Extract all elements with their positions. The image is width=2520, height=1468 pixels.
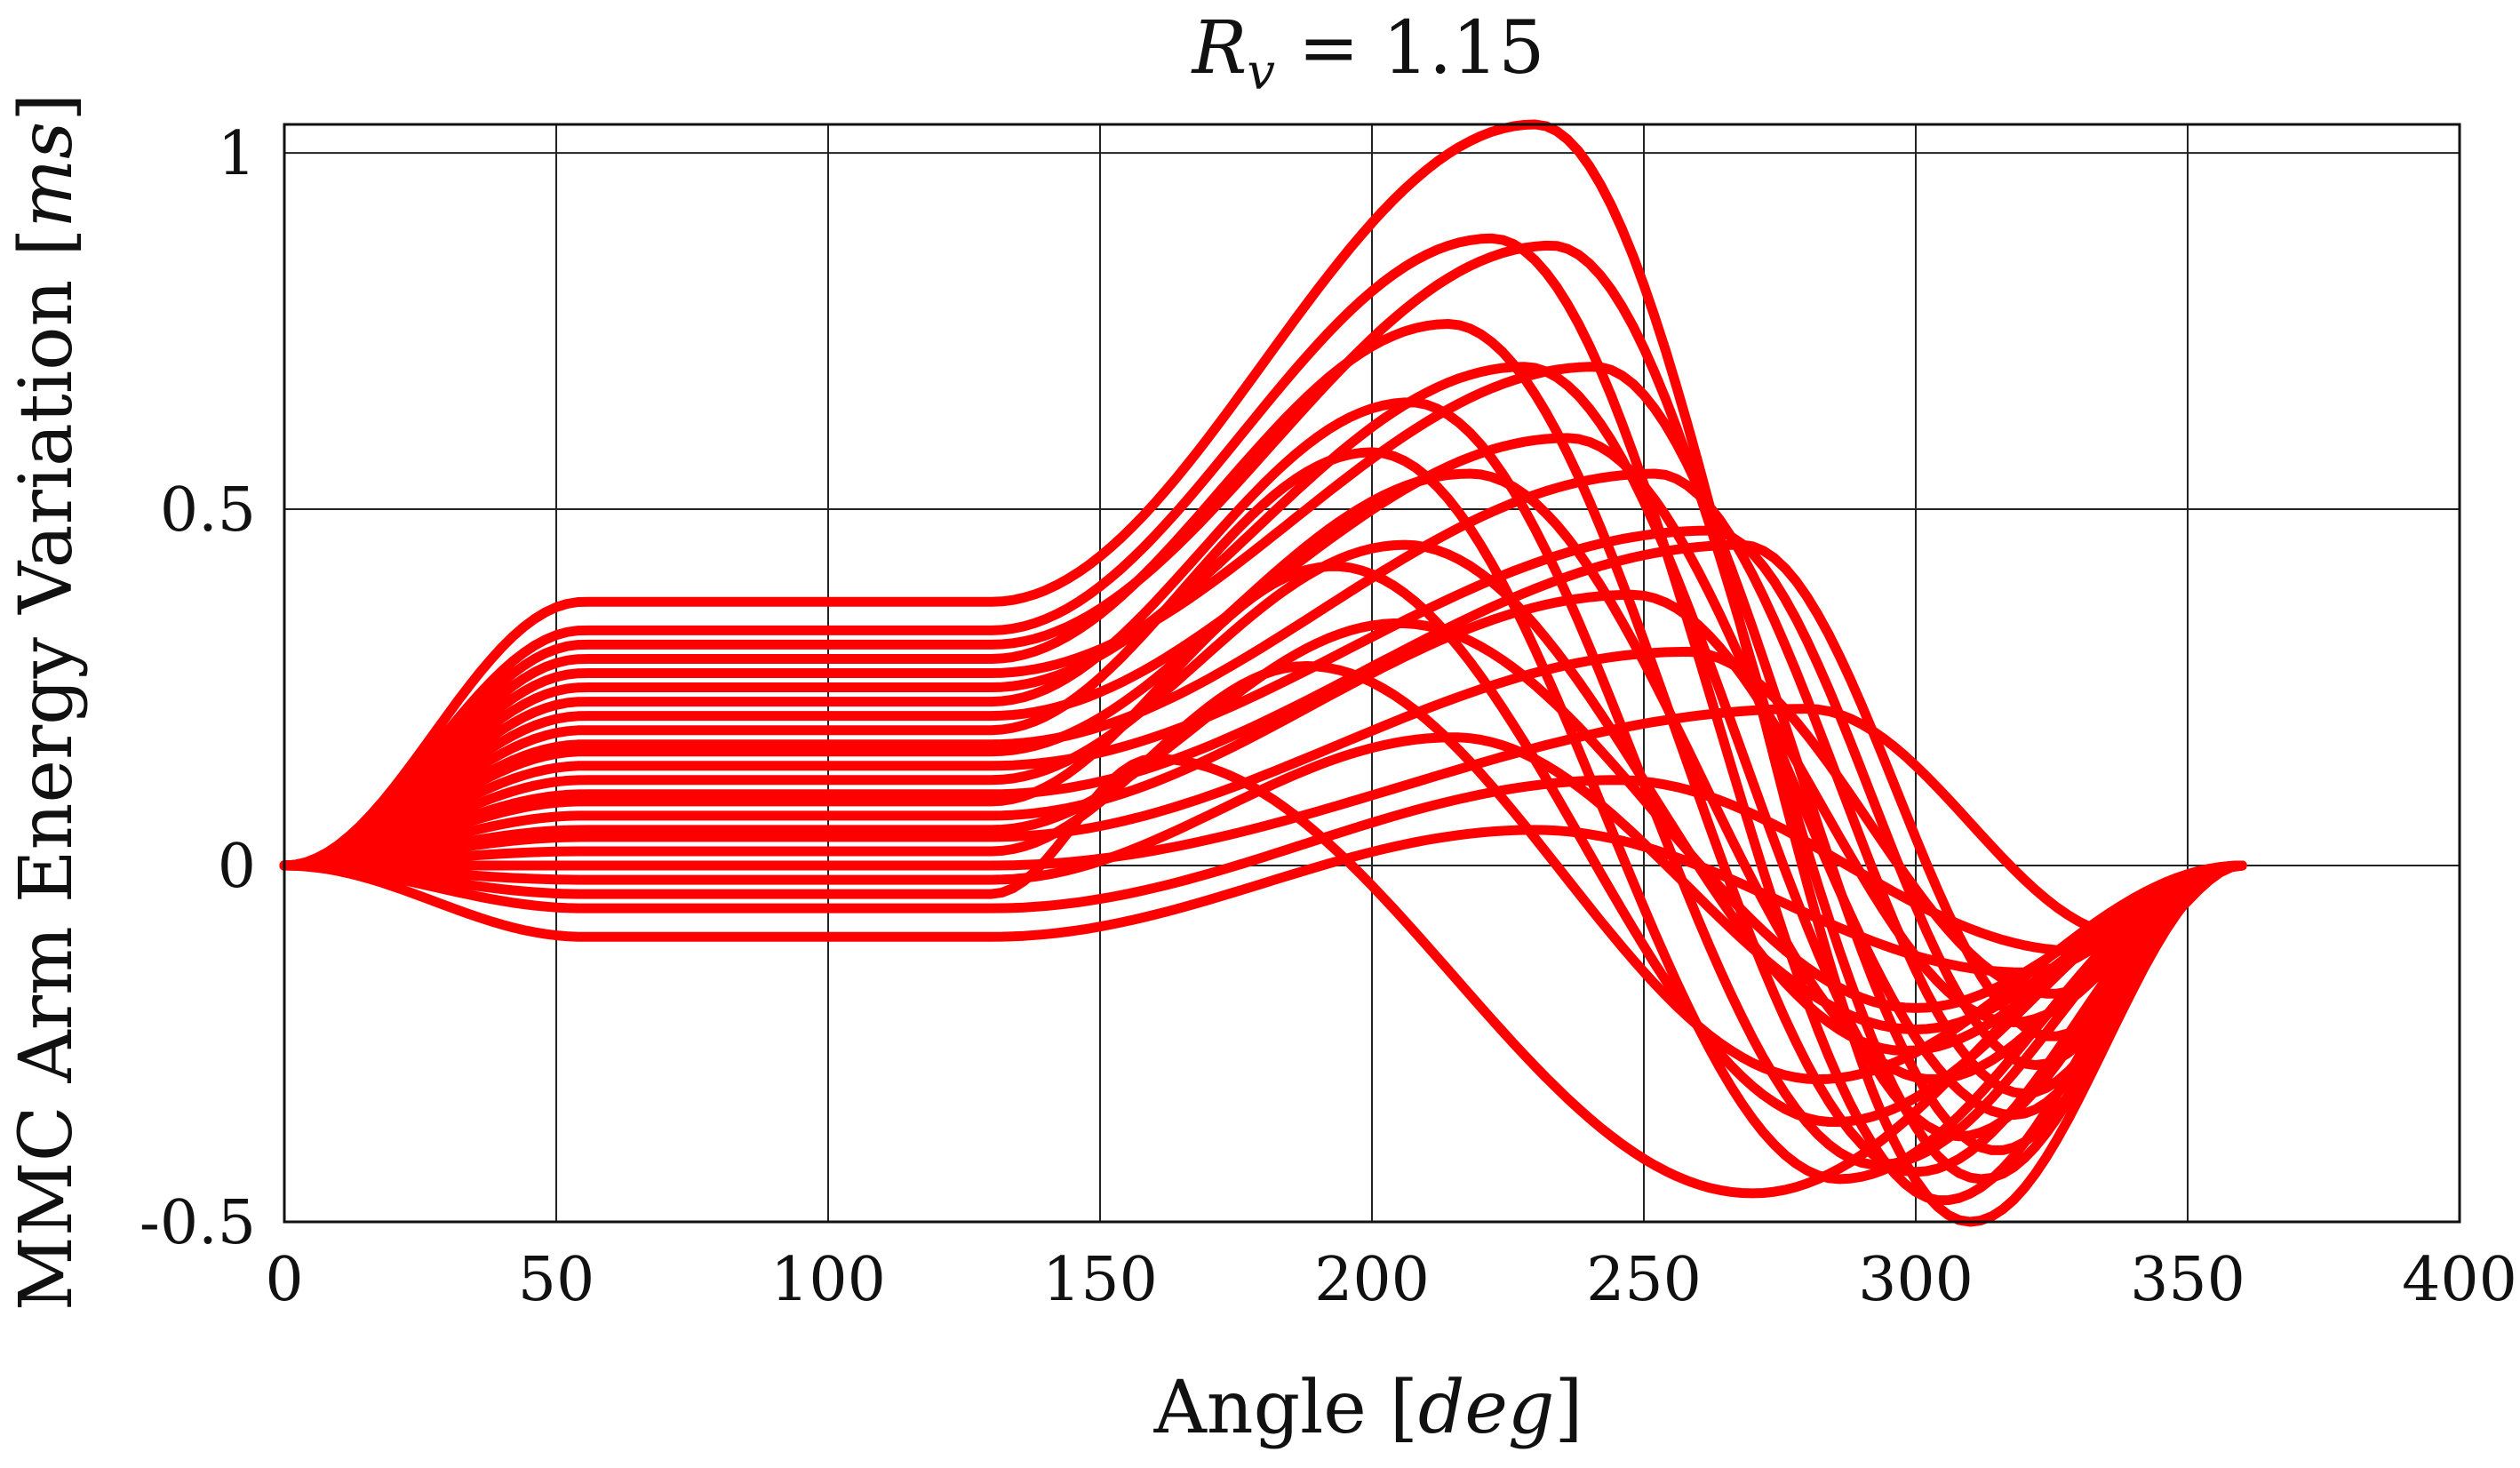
series-line-9 xyxy=(279,447,2247,1185)
title-subscript: v xyxy=(1247,44,1275,101)
series-line-2 xyxy=(279,233,2247,1206)
series-line-18 xyxy=(279,646,2247,999)
series-line-14 xyxy=(279,539,2247,1041)
y-axis-title: MMC Arm Energy Variation [ms] xyxy=(4,93,89,1311)
x-tick-label: 50 xyxy=(518,1245,595,1315)
title-value: = 1.15 xyxy=(1275,6,1544,91)
x-axis-bracket-close: ] xyxy=(1554,1366,1583,1450)
x-tick-label: 250 xyxy=(1586,1245,1702,1315)
title-symbol: R xyxy=(1191,6,1248,91)
y-tick-label: 1 xyxy=(218,119,256,189)
x-tick-label: 300 xyxy=(1858,1245,1974,1315)
plot-frame xyxy=(283,123,2461,1224)
y-tick-label: 0.5 xyxy=(160,475,256,546)
series-line-4 xyxy=(279,319,2247,1177)
chart-title: Rv = 1.15 xyxy=(1191,6,1545,101)
y-tick-label: -0.5 xyxy=(140,1188,256,1258)
series-line-23 xyxy=(279,775,2247,956)
y-axis-bracket-close: ] xyxy=(4,93,89,122)
x-tick-label: 350 xyxy=(2130,1245,2245,1315)
series-line-15 xyxy=(279,561,2247,1128)
y-axis-title-text: MMC Arm Energy Variation xyxy=(4,257,89,1312)
x-axis-title-text: Angle xyxy=(1153,1366,1390,1450)
series-line-22 xyxy=(279,754,2247,1199)
series-line-20 xyxy=(279,704,2247,942)
series-line-10 xyxy=(279,468,2247,1099)
x-axis-title: Angle [deg] xyxy=(1153,1366,1583,1450)
x-axis-unit: deg xyxy=(1418,1366,1555,1450)
series-line-24 xyxy=(279,825,2247,977)
x-tick-labels: 0 50 100 150 200 250 300 350 400 xyxy=(265,1245,2517,1315)
x-tick-label: 0 xyxy=(265,1245,303,1315)
series-line-3 xyxy=(279,240,2247,1185)
y-tick-labels: -0.5 0 0.5 1 xyxy=(140,119,256,1258)
x-tick-label: 200 xyxy=(1314,1245,1430,1315)
x-tick-label: 100 xyxy=(770,1245,886,1315)
series-line-1 xyxy=(279,119,2247,1227)
x-tick-label: 400 xyxy=(2402,1245,2517,1315)
x-axis-bracket-open: [ xyxy=(1390,1366,1418,1450)
y-axis-bracket-open: [ xyxy=(4,228,89,257)
series-group xyxy=(279,119,2247,1227)
series-line-19 xyxy=(279,661,2247,1085)
series-line-11 xyxy=(279,468,2247,1084)
y-tick-label: 0 xyxy=(218,832,256,902)
x-tick-label: 150 xyxy=(1042,1245,1158,1315)
y-axis-unit: ms xyxy=(4,122,89,228)
